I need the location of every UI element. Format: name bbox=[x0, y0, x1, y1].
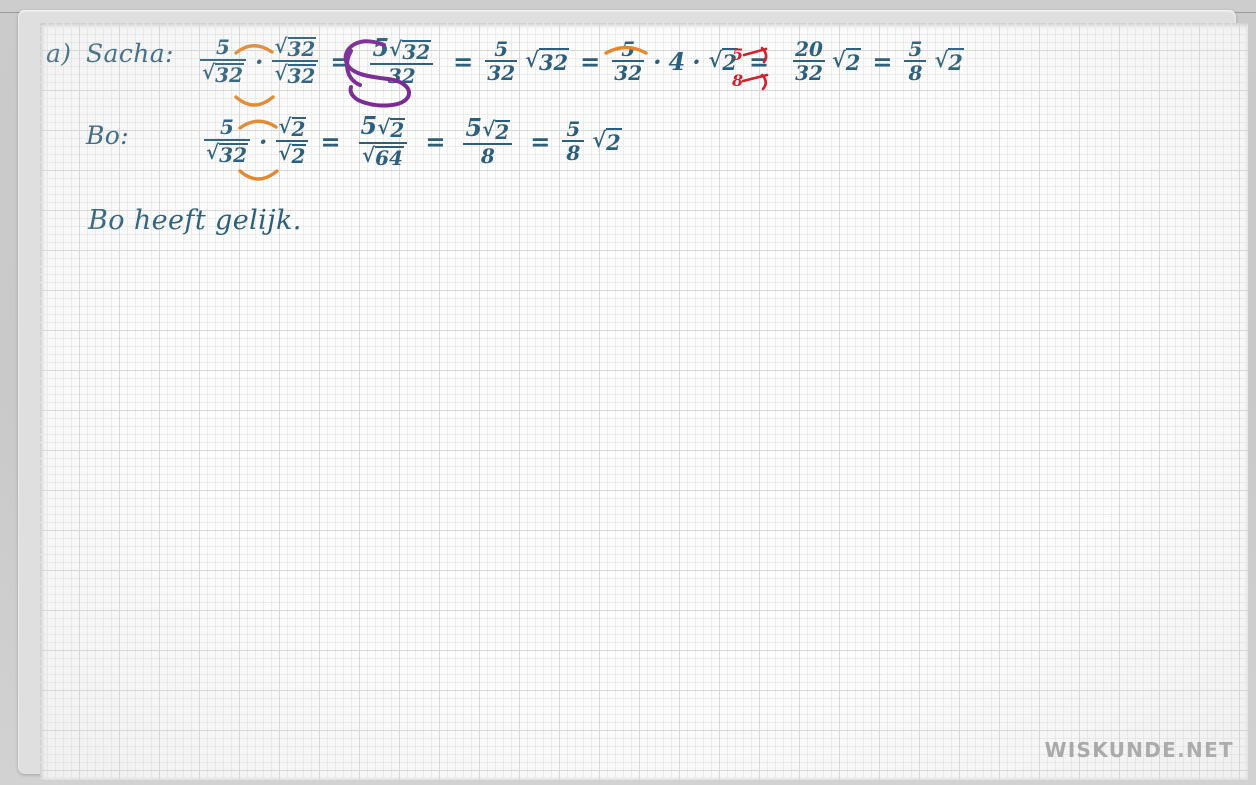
bo-term2-denominator: √ 2 bbox=[278, 141, 307, 168]
bo-term5-denominator: 8 bbox=[566, 141, 581, 165]
multiplication-dot: · bbox=[255, 46, 264, 76]
radical-icon: √ bbox=[274, 61, 288, 85]
bo-term1-numerator: 5 bbox=[220, 115, 234, 140]
sacha-term4-numerator: 5 bbox=[494, 36, 509, 61]
radical-icon: √ bbox=[278, 141, 292, 165]
sacha-term2-denominator: √ 32 bbox=[274, 61, 317, 88]
fraction-bar bbox=[793, 60, 825, 62]
sacha-term2-fraction: √ 32 √ 32 bbox=[272, 33, 319, 88]
radical-icon: √ bbox=[708, 47, 723, 72]
bo-term5-numerator: 5 bbox=[566, 116, 581, 141]
fraction-bar bbox=[358, 141, 408, 144]
radical-icon: √ bbox=[592, 127, 607, 152]
fraction-bar bbox=[485, 60, 518, 62]
sacha-term5-factor: 4 bbox=[668, 46, 686, 76]
sacha-term7-numerator: 5 bbox=[908, 36, 923, 61]
bo-term3-denominator: √ 64 bbox=[361, 142, 404, 170]
sacha-term7-denominator: 8 bbox=[908, 61, 923, 85]
equals-sign: = bbox=[872, 46, 893, 76]
graph-paper-grid bbox=[40, 23, 1248, 780]
radical-icon: √ bbox=[202, 59, 216, 84]
sacha-term5-numerator: 5 bbox=[621, 36, 636, 61]
multiplication-dot: · bbox=[259, 126, 268, 156]
equals-sign: = bbox=[330, 46, 351, 76]
fraction-bar bbox=[272, 60, 319, 62]
sacha-term6-numerator: 20 bbox=[795, 36, 823, 61]
whiteboard-surface: a) Sacha: 5 √ 32 · √ 32 √ 32 = bbox=[40, 23, 1248, 780]
multiplication-dot: · bbox=[653, 46, 662, 76]
bo-term5-radical: √ 2 bbox=[592, 127, 622, 155]
equals-sign: = bbox=[453, 46, 474, 76]
person-label-bo: Bo: bbox=[86, 121, 130, 150]
sacha-term5-denominator: 32 bbox=[614, 61, 643, 85]
radical-icon: √ bbox=[377, 115, 391, 140]
sacha-term6-denominator: 32 bbox=[795, 61, 823, 85]
whiteboard-frame: a) Sacha: 5 √ 32 · √ 32 √ 32 = bbox=[18, 10, 1248, 780]
radical-icon: √ bbox=[278, 113, 292, 138]
sacha-term6-group: 20 32 √ 2 bbox=[779, 36, 862, 85]
bo-term2-numerator: √ 2 bbox=[278, 113, 307, 141]
radical-icon: √ bbox=[831, 47, 846, 72]
fraction-bar bbox=[562, 140, 585, 142]
sacha-term4-denominator: 32 bbox=[487, 61, 516, 85]
fraction-bar bbox=[904, 60, 927, 62]
sacha-term4-fraction: 5 32 bbox=[485, 36, 518, 85]
bo-term3-numerator: 5 √ 2 bbox=[360, 111, 406, 143]
radical-icon: √ bbox=[525, 47, 539, 72]
fraction-bar bbox=[204, 138, 250, 141]
sacha-term5-fraction: 5 32 bbox=[612, 36, 645, 85]
sacha-term5-radical: √ 2 bbox=[708, 47, 738, 75]
multiplication-dot: · bbox=[692, 46, 701, 76]
bo-term4-numerator: 5 √ 2 bbox=[465, 112, 511, 144]
sacha-term2-numerator: √ 32 bbox=[274, 33, 317, 61]
exercise-label: a) bbox=[46, 39, 72, 68]
radical-icon: √ bbox=[274, 33, 288, 58]
fraction-bar bbox=[612, 60, 645, 62]
equals-sign: = bbox=[748, 46, 770, 76]
fraction-bar bbox=[276, 140, 309, 142]
equals-sign: = bbox=[320, 126, 341, 156]
sacha-term1-numerator: 5 bbox=[216, 35, 230, 60]
bo-term4-fraction: 5 √ 2 8 bbox=[463, 112, 513, 168]
sacha-term7-radical: √ 2 bbox=[934, 47, 964, 75]
sacha-term3-numerator: 5 √ 32 bbox=[372, 32, 432, 64]
sacha-term6-radical: √ 2 bbox=[831, 47, 862, 75]
equals-sign: = bbox=[425, 126, 446, 156]
sacha-term3-denominator: 32 bbox=[387, 64, 416, 88]
bo-term4-denominator: 8 bbox=[480, 144, 495, 168]
bo-term1-denominator: √ 32 bbox=[206, 139, 248, 167]
sacha-term4-radical: √ 32 bbox=[525, 47, 570, 75]
equals-sign: = bbox=[580, 46, 601, 76]
bo-term1-fraction: 5 √ 32 bbox=[204, 117, 250, 165]
sacha-expression: 5 √ 32 · √ 32 √ 32 = 5 √ 32 32 bbox=[198, 35, 965, 87]
sacha-term1-fraction: 5 √ 32 bbox=[200, 37, 246, 85]
bo-term3-fraction: 5 √ 2 √ 64 bbox=[358, 111, 408, 170]
equals-sign: = bbox=[530, 126, 551, 156]
bo-expression: 5 √ 32 · √ 2 √ 2 = 5 √ 2 √ 64 = bbox=[202, 111, 623, 170]
radical-icon: √ bbox=[361, 142, 376, 167]
red-annotation-denominator: 8 bbox=[732, 71, 744, 90]
watermark-wiskundenet: WISKUNDE.NET bbox=[1044, 738, 1234, 762]
sacha-term3-fraction: 5 √ 32 32 bbox=[370, 32, 434, 88]
sacha-term7-fraction: 5 8 bbox=[904, 36, 927, 85]
radical-icon: √ bbox=[934, 47, 949, 72]
radical-icon: √ bbox=[482, 116, 496, 141]
radical-icon: √ bbox=[389, 36, 403, 61]
red-annotation-numerator: 5 bbox=[732, 45, 744, 64]
bo-term5-fraction: 5 8 bbox=[562, 116, 585, 165]
radical-icon: √ bbox=[206, 139, 220, 164]
fraction-bar bbox=[200, 58, 246, 61]
sacha-term1-denominator: √ 32 bbox=[202, 59, 244, 87]
bo-term2-fraction: √ 2 √ 2 bbox=[276, 113, 309, 168]
fraction-bar bbox=[463, 143, 513, 145]
conclusion-text: Bo heeft gelijk. bbox=[88, 205, 302, 236]
sacha-term6-fraction: 20 32 bbox=[793, 36, 825, 85]
person-label-sacha: Sacha: bbox=[86, 39, 174, 68]
